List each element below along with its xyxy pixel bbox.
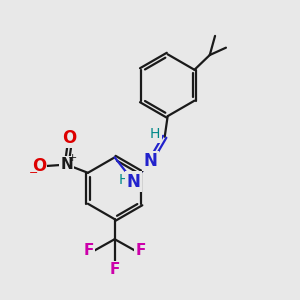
Text: H: H: [119, 173, 129, 187]
Text: O: O: [32, 157, 46, 175]
Text: F: F: [84, 243, 94, 258]
Text: O: O: [62, 129, 77, 147]
Text: +: +: [67, 153, 77, 163]
Text: F: F: [135, 243, 146, 258]
Text: H: H: [150, 128, 160, 141]
Text: N: N: [144, 152, 158, 170]
Text: −: −: [28, 167, 38, 178]
Text: N: N: [60, 157, 73, 172]
Text: N: N: [127, 172, 140, 190]
Text: F: F: [110, 262, 120, 277]
